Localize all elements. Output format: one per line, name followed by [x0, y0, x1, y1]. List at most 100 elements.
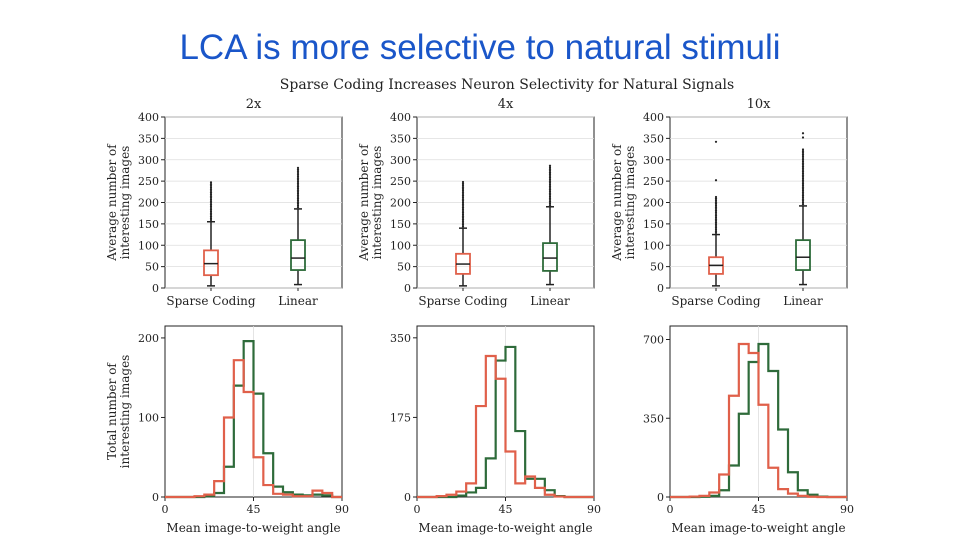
- box-outlier: [296, 175, 300, 178]
- box-outlier: [801, 148, 805, 151]
- box-outlier: [209, 201, 213, 205]
- y-tick-label: 400: [390, 111, 411, 124]
- box-outlier: [714, 221, 718, 224]
- box-outlier: [801, 163, 805, 166]
- box-outlier: [801, 168, 805, 172]
- y-tick-label: 300: [138, 154, 159, 167]
- box-outlier: [461, 220, 465, 223]
- box-outlier: [714, 212, 718, 216]
- box-outlier: [209, 181, 213, 184]
- y-tick-label: 150: [643, 218, 664, 231]
- box-outlier: [548, 168, 552, 171]
- y-tick-label: 300: [390, 154, 411, 167]
- box-outlier: [801, 165, 805, 168]
- box-outlier: [296, 190, 300, 193]
- box-outlier: [209, 196, 213, 199]
- y-tick-label: 0: [657, 282, 664, 295]
- y-tick-label: 250: [138, 175, 159, 188]
- box-outlier: [461, 215, 465, 218]
- box-outlier: [714, 211, 718, 214]
- box-outlier: [801, 191, 805, 194]
- box-outlier: [801, 155, 805, 158]
- histogram-series-line: [417, 354, 594, 499]
- box-iqr: [795, 239, 811, 271]
- box-outlier: [209, 184, 213, 187]
- box-outlier: [461, 213, 465, 216]
- box-outlier: [296, 177, 300, 180]
- box-outlier: [461, 182, 465, 185]
- x-tick-label: Sparse Coding: [418, 294, 508, 308]
- slide-title: LCA is more selective to natural stimuli: [179, 28, 781, 67]
- box-outlier: [209, 191, 213, 194]
- y-tick-label: 0: [152, 282, 159, 295]
- box-outlier: [801, 174, 805, 177]
- y-tick-label: 350: [390, 132, 411, 145]
- box-outlier: [461, 184, 465, 187]
- box-outlier: [801, 184, 805, 187]
- box-outlier: [714, 231, 718, 234]
- y-tick-label: 300: [643, 154, 664, 167]
- x-tick-label: 0: [667, 503, 674, 516]
- box-outlier: [209, 188, 213, 191]
- box-outlier: [209, 186, 213, 189]
- box-outlier: [548, 202, 552, 205]
- y-tick-label: 350: [643, 132, 664, 145]
- figure-suptitle: Sparse Coding Increases Neuron Selectivi…: [280, 77, 734, 93]
- box-outlier: [296, 185, 300, 188]
- box-outlier: [801, 150, 805, 153]
- box-outlier: [714, 230, 718, 233]
- box-outlier: [296, 202, 300, 205]
- box-outlier: [714, 202, 718, 205]
- box-outlier: [714, 219, 718, 222]
- box-outlier: [209, 203, 213, 206]
- box-outlier: [296, 166, 300, 169]
- y-tick-label: 150: [138, 218, 159, 231]
- box-outlier: [209, 193, 213, 196]
- x-axis-label: Mean image-to-weight angle: [166, 521, 340, 535]
- box-outlier: [296, 173, 300, 176]
- x-axis-label: Mean image-to-weight angle: [418, 521, 592, 535]
- box-outlier: [801, 179, 805, 182]
- x-tick-label: 45: [499, 503, 513, 516]
- box-outlier: [296, 182, 300, 185]
- y-tick-label: 200: [138, 197, 159, 210]
- box-outlier: [296, 189, 300, 192]
- box-outlier: [801, 160, 805, 163]
- box-outlier: [461, 218, 465, 221]
- x-tick-label: 45: [752, 503, 766, 516]
- box-outlier: [296, 187, 300, 190]
- box-outlier: [296, 206, 300, 209]
- box-outlier: [801, 196, 805, 199]
- box-outlier: [548, 181, 552, 184]
- box-outlier: [461, 196, 465, 199]
- box-outlier: [209, 206, 213, 210]
- box-outlier: [548, 186, 552, 190]
- y-tick-label: 200: [643, 197, 664, 210]
- box-outlier: [461, 180, 465, 184]
- box-outlier: [801, 189, 805, 192]
- box-outlier: [548, 166, 552, 169]
- box-outlier: [296, 171, 300, 175]
- y-axis-label: Average number ofinteresting images: [610, 143, 637, 262]
- box-outlier: [801, 153, 805, 156]
- box-outlier: [296, 192, 300, 195]
- box-outlier: [296, 204, 300, 207]
- subplot-title: 10x: [747, 97, 772, 112]
- box-outlier: [548, 180, 552, 183]
- box-outlier: [714, 214, 718, 217]
- box-outlier: [461, 192, 465, 196]
- x-tick-label: 0: [414, 503, 421, 516]
- box-outlier: [714, 207, 718, 211]
- subplot-title: 4x: [498, 97, 514, 112]
- box-outlier: [548, 183, 552, 186]
- box-outlier: [209, 200, 213, 203]
- box-outlier: [714, 223, 718, 226]
- box-outlier: [714, 209, 718, 212]
- histogram-series-line: [670, 342, 847, 499]
- box-outlier: [548, 173, 552, 176]
- y-tick-label: 50: [397, 261, 411, 274]
- y-tick-label: 400: [643, 111, 664, 124]
- box-outlier: [801, 186, 805, 189]
- box-outlier: [801, 151, 805, 155]
